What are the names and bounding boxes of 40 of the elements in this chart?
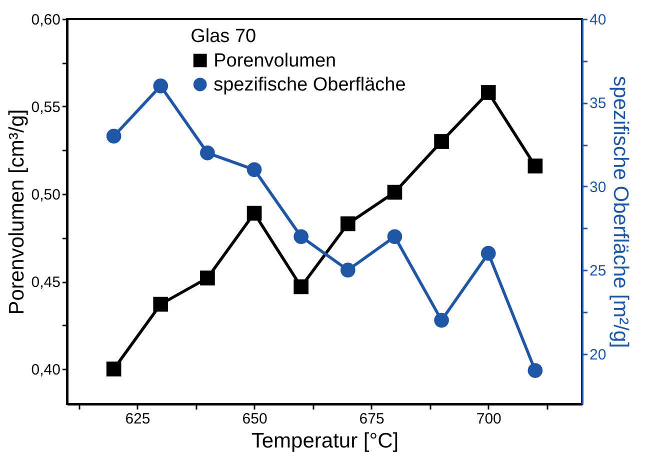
point xyxy=(246,162,262,178)
x-tick-label: 675 xyxy=(359,410,384,428)
point xyxy=(434,134,449,149)
point xyxy=(528,158,543,174)
point xyxy=(294,279,309,294)
y-tick-label: 0,45 xyxy=(31,274,60,291)
y2-tick-label: 35 xyxy=(590,95,606,112)
point xyxy=(387,184,402,200)
y-tick-label: 0,60 xyxy=(31,12,60,28)
x-tick-label: 700 xyxy=(476,410,502,428)
point xyxy=(528,363,543,378)
point xyxy=(153,78,168,94)
point xyxy=(434,312,449,328)
point xyxy=(153,296,168,312)
point xyxy=(480,246,496,261)
y-tick-label: 0,50 xyxy=(31,186,60,204)
x-tick-label: 625 xyxy=(125,410,150,428)
y2-tick-label: 30 xyxy=(590,178,606,196)
y2-tick-label: 25 xyxy=(590,262,606,280)
y2-tick-label: 20 xyxy=(590,346,606,364)
legend-label: spezifische Oberfläche xyxy=(214,74,406,96)
point xyxy=(294,229,309,244)
x-axis-title: Temperatur [°C] xyxy=(251,430,399,452)
x-tick-label: 650 xyxy=(242,410,268,428)
point xyxy=(387,229,402,244)
point xyxy=(200,146,215,160)
point xyxy=(246,206,262,221)
point xyxy=(106,362,122,376)
y-tick-label: 0,55 xyxy=(31,99,60,116)
y2-axis-title: spezifische Oberfläche [m²/g] xyxy=(609,76,632,348)
y-axis-title: Porenvolumen [cm³/g] xyxy=(5,109,28,315)
point xyxy=(106,128,122,144)
legend-label: Porenvolumen xyxy=(214,50,336,72)
legend-title: Glas 70 xyxy=(190,26,256,47)
y-tick-label: 0,40 xyxy=(31,362,60,378)
y2-tick-label: 40 xyxy=(590,12,606,28)
point xyxy=(480,85,496,100)
point xyxy=(340,262,356,278)
point xyxy=(200,270,215,286)
point xyxy=(340,216,356,232)
